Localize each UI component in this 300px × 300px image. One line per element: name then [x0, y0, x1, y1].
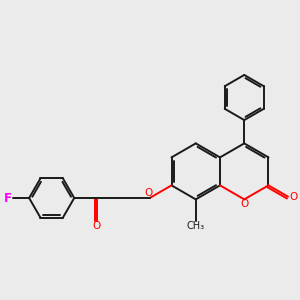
Text: O: O	[240, 200, 248, 209]
Text: O: O	[93, 220, 101, 231]
Text: F: F	[4, 191, 12, 205]
Text: O: O	[145, 188, 153, 198]
Text: O: O	[290, 192, 298, 202]
Text: CH₃: CH₃	[187, 221, 205, 231]
